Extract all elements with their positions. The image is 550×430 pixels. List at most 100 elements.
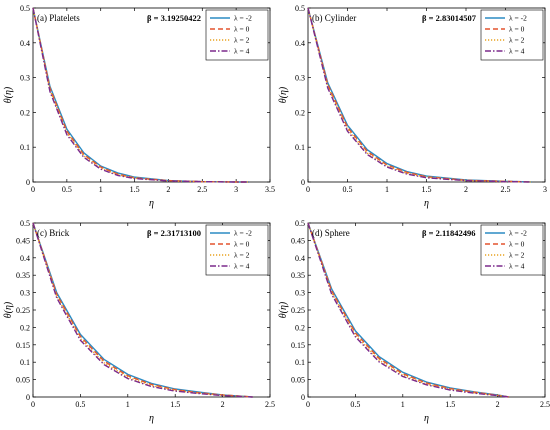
x-axis-label: η [424, 198, 429, 209]
y-tick-label: 0.1 [295, 358, 305, 367]
plot-frame [32, 7, 271, 183]
legend-entry-1: λ = 0 [509, 240, 525, 249]
x-tick-label: 1.5 [445, 400, 455, 409]
y-tick-label: 0.1 [295, 143, 305, 152]
y-tick-label: 0 [301, 178, 305, 187]
y-tick-label: 0.5 [295, 4, 305, 13]
y-axis-label: θ(η) [278, 301, 289, 318]
x-tick-label: 2.5 [501, 185, 511, 194]
legend-entry-3: λ = 4 [509, 262, 525, 271]
x-tick-label: 0.5 [350, 400, 360, 409]
y-tick-label: 0.2 [295, 108, 305, 117]
y-tick-label: 0.35 [16, 271, 30, 280]
legend-entry-2: λ = 2 [509, 36, 525, 45]
panel-label: (b) Cylinder [312, 13, 356, 23]
y-tick-label: 0.4 [295, 39, 305, 48]
y-tick-label: 0.5 [295, 219, 305, 228]
y-axis-label: θ(η) [278, 86, 289, 103]
x-tick-label: 2.5 [265, 400, 275, 409]
y-tick-label: 0.5 [20, 4, 30, 13]
chart-panel-a: 0 0.5 1 1.5 2 2.5 3 3.5 0 0.1 0.2 0.3 0.4 0.5 (a) Plat… [3, 4, 275, 209]
y-tick-label: 0.25 [16, 306, 30, 315]
y-axis-label: θ(η) [3, 301, 14, 318]
x-tick-label: 0.5 [62, 185, 72, 194]
chart-panel-b: 0 0.5 1 1.5 2 2.5 3 0 0.1 0.2 0.3 0.4 0.5 (b) Cylinde… [278, 4, 547, 209]
y-tick-label: 0.45 [291, 236, 305, 245]
y-tick-label: 0 [26, 393, 30, 402]
series-line-2 [32, 7, 250, 183]
y-tick-label: 0 [301, 393, 305, 402]
beta-annotation: β = 2.31713100 [147, 228, 201, 238]
legend-entry-0: λ = -2 [234, 229, 252, 238]
legend-entry-3: λ = 4 [234, 262, 250, 271]
y-tick-label: 0.3 [295, 74, 305, 83]
y-tick-label: 0.2 [20, 323, 30, 332]
legend-entry-1: λ = 0 [234, 240, 250, 249]
panel-label: (c) Brick [37, 228, 70, 238]
y-tick-label: 0.2 [295, 323, 305, 332]
x-tick-label: 3 [543, 185, 547, 194]
y-tick-label: 0.4 [295, 254, 305, 263]
series-line-1 [32, 7, 250, 183]
x-tick-label: 1.5 [130, 185, 140, 194]
beta-annotation: β = 2.83014507 [422, 13, 477, 23]
legend-entry-2: λ = 2 [509, 251, 525, 260]
series-line-0 [32, 222, 253, 398]
legend-entry-2: λ = 2 [234, 36, 250, 45]
series-line-1 [32, 222, 253, 398]
x-axis-label: η [149, 413, 154, 424]
x-tick-label: 1.5 [170, 400, 180, 409]
x-tick-label: 1 [126, 400, 130, 409]
y-tick-label: 0.05 [16, 376, 30, 385]
x-tick-label: 0.5 [75, 400, 85, 409]
x-tick-label: 3.5 [265, 185, 275, 194]
x-tick-label: 0.5 [343, 185, 353, 194]
x-axis-label: η [424, 413, 429, 424]
x-tick-label: 3 [234, 185, 238, 194]
series-line-3 [32, 7, 250, 183]
y-tick-label: 0.1 [20, 358, 30, 367]
y-tick-label: 0.3 [20, 289, 30, 298]
y-tick-label: 0.4 [20, 254, 30, 263]
legend-entry-0: λ = -2 [509, 229, 527, 238]
y-tick-label: 0.3 [20, 74, 30, 83]
series-line-3 [32, 222, 253, 398]
x-tick-label: 2 [221, 400, 225, 409]
x-tick-label: 2 [496, 400, 500, 409]
panel-label: (d) Sphere [312, 228, 350, 238]
y-tick-label: 0.1 [20, 143, 30, 152]
x-tick-label: 1.5 [422, 185, 432, 194]
x-tick-label: 1 [401, 400, 405, 409]
y-tick-label: 0.25 [291, 306, 305, 315]
y-tick-label: 0.15 [16, 341, 30, 350]
x-axis-label: η [149, 198, 154, 209]
y-tick-label: 0.3 [295, 289, 305, 298]
y-tick-label: 0.5 [20, 219, 30, 228]
legend-entry-3: λ = 4 [509, 47, 525, 56]
y-tick-label: 0 [26, 178, 30, 187]
series-line-3 [307, 222, 509, 398]
y-axis-label: θ(η) [3, 86, 14, 103]
legend-entry-2: λ = 2 [234, 251, 250, 260]
y-tick-label: 0.15 [291, 341, 305, 350]
series-line-3 [307, 7, 532, 183]
panel-label: (a) Platelets [37, 13, 80, 23]
legend-entry-1: λ = 0 [509, 25, 525, 34]
chart-panel-d: 0 0.5 1 1.5 2 2.5 0 0.05 0.1 0.15 0.2 0.25 0.3 0.35 0.… [278, 219, 550, 424]
x-tick-label: 2.5 [197, 185, 207, 194]
legend-entry-1: λ = 0 [234, 25, 250, 34]
x-tick-label: 0 [306, 185, 310, 194]
y-tick-label: 0.4 [20, 39, 30, 48]
beta-annotation: β = 2.11842496 [422, 228, 475, 238]
x-tick-label: 2 [464, 185, 468, 194]
series-line-0 [307, 222, 509, 398]
x-tick-label: 0 [31, 185, 35, 194]
legend-entry-3: λ = 4 [234, 47, 250, 56]
y-tick-label: 0.35 [291, 271, 305, 280]
x-tick-label: 2 [166, 185, 170, 194]
series-line-1 [307, 222, 509, 398]
beta-annotation: β = 3.19250422 [147, 13, 201, 23]
y-tick-label: 0.2 [20, 108, 30, 117]
series-line-2 [307, 222, 509, 398]
